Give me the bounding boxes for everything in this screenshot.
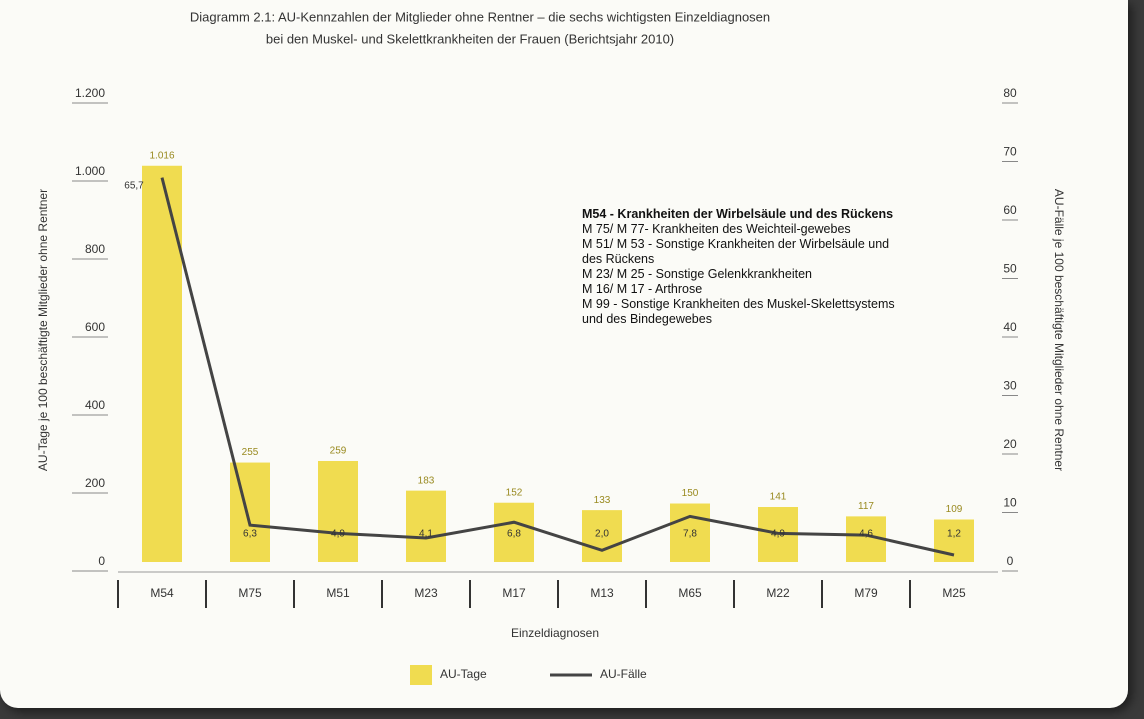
page: Diagramm 2.1: AU-Kennzahlen der Mitglied… <box>0 0 1144 719</box>
legend-label: AU-Tage <box>440 667 487 681</box>
x-tick-label: M22 <box>766 586 790 600</box>
bar-value-label: 259 <box>330 446 347 457</box>
y2-tick-label: 20 <box>1003 437 1017 451</box>
line-value-label: 7,8 <box>683 529 697 540</box>
legend-label: AU-Fälle <box>600 667 647 681</box>
y-tick-label: 800 <box>85 242 105 256</box>
bar-value-label: 117 <box>858 501 874 512</box>
annotation: M 23/ M 25 - Sonstige Gelenkkrankheiten <box>582 267 902 282</box>
bar-value-label: 150 <box>682 488 699 499</box>
y2-tick-label: 80 <box>1003 86 1017 100</box>
y2-tick-label: 50 <box>1003 262 1017 276</box>
y-tick-label: 0 <box>98 554 105 568</box>
line-value-label: 4,1 <box>419 529 433 540</box>
annotation: M54 - Krankheiten der Wirbelsäule und de… <box>582 207 902 222</box>
bar <box>142 166 182 562</box>
bar-value-label: 133 <box>594 495 611 506</box>
bar-value-label: 141 <box>770 492 787 503</box>
y-tick-label: 1.200 <box>75 86 105 100</box>
bar <box>934 519 974 562</box>
bar <box>406 491 446 562</box>
y-tick-label: 200 <box>85 476 105 490</box>
y-tick-label: 600 <box>85 320 105 334</box>
y-axis-label: AU-Tage je 100 beschäftigte Mitglieder o… <box>36 189 50 471</box>
line-value-label: 2,0 <box>595 529 609 540</box>
x-tick-label: M75 <box>238 586 262 600</box>
line-value-label: 6,8 <box>507 529 521 540</box>
bar <box>318 461 358 562</box>
y2-tick-label: 30 <box>1003 379 1017 393</box>
bar-value-label: 255 <box>242 447 259 458</box>
card: Diagramm 2.1: AU-Kennzahlen der Mitglied… <box>0 0 1128 708</box>
y2-tick-label: 70 <box>1003 145 1017 159</box>
chart-subtitle: bei den Muskel- und Skelettkrankheiten d… <box>266 31 674 46</box>
bar-value-label: 1.016 <box>149 150 174 161</box>
x-tick-label: M23 <box>414 586 438 600</box>
y2-tick-label: 40 <box>1003 320 1017 334</box>
x-tick-label: M65 <box>678 586 702 600</box>
line-value-label: 1,2 <box>947 529 961 540</box>
x-tick-label: M17 <box>502 586 526 600</box>
bar-value-label: 183 <box>418 475 435 486</box>
annotation-block: M54 - Krankheiten der Wirbelsäule und de… <box>582 207 902 327</box>
x-tick-label: M25 <box>942 586 966 600</box>
y2-tick-label: 10 <box>1003 496 1017 510</box>
legend-swatch <box>410 665 432 685</box>
x-axis-label: Einzeldiagnosen <box>511 626 599 640</box>
line-value-label: 4,6 <box>859 529 873 540</box>
line-value-label: 4,9 <box>331 529 345 540</box>
y2-tick-label: 0 <box>1007 554 1014 568</box>
y2-tick-label: 60 <box>1003 203 1017 217</box>
annotation: M 16/ M 17 - Arthrose <box>582 282 902 297</box>
y-tick-label: 400 <box>85 398 105 412</box>
chart-title: Diagramm 2.1: AU-Kennzahlen der Mitglied… <box>190 9 770 24</box>
y2-axis-label: AU-Fälle je 100 beschäftigte Mitglieder … <box>1052 189 1066 471</box>
bar-value-label: 109 <box>946 504 963 515</box>
annotation: M 51/ M 53 - Sonstige Krankheiten der Wi… <box>582 237 902 267</box>
x-tick-label: M51 <box>326 586 350 600</box>
line-value-label: 65,7 <box>124 180 144 191</box>
line-value-label: 4,9 <box>771 529 785 540</box>
bar <box>230 463 270 562</box>
bar-value-label: 152 <box>506 487 523 498</box>
annotation: M 75/ M 77- Krankheiten des Weichteil-ge… <box>582 222 902 237</box>
x-tick-label: M54 <box>150 586 174 600</box>
line-value-label: 6,3 <box>243 529 257 540</box>
y-tick-label: 1.000 <box>75 164 105 178</box>
x-tick-label: M13 <box>590 586 614 600</box>
x-tick-label: M79 <box>854 586 878 600</box>
annotation: M 99 - Sonstige Krankheiten des Muskel-S… <box>582 297 902 327</box>
chart: Diagramm 2.1: AU-Kennzahlen der Mitglied… <box>0 0 1128 708</box>
